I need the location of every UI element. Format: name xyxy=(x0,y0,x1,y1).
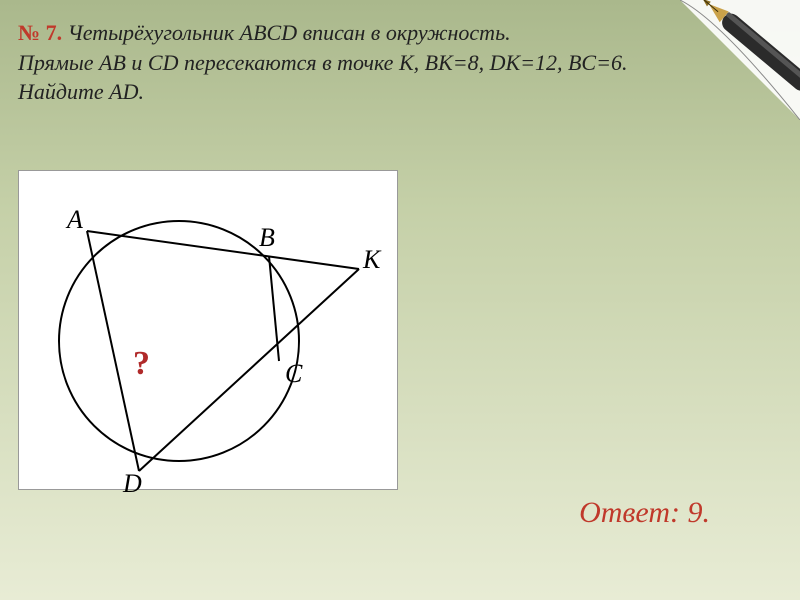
problem-line1: Четырёхугольник ABCD вписан в окружность… xyxy=(68,20,511,45)
segment-AD xyxy=(87,231,139,471)
label-D: D xyxy=(123,469,142,499)
problem-line3: Найдите AD. xyxy=(18,79,144,104)
question-mark: ? xyxy=(133,345,150,383)
answer-label: Ответ: xyxy=(579,496,680,529)
problem-line2: Прямые AB и CD пересекаются в точке K, B… xyxy=(18,50,627,75)
slide: № 7. Четырёхугольник ABCD вписан в окруж… xyxy=(0,0,800,600)
segment-AK xyxy=(87,231,359,269)
label-A: A xyxy=(67,205,83,235)
segment-DK xyxy=(139,269,359,471)
answer: Ответ: 9. xyxy=(579,496,710,530)
label-B: B xyxy=(259,223,275,253)
geometry-figure: A B K C D ? xyxy=(18,170,398,490)
problem-number: № 7. xyxy=(18,20,62,45)
label-K: K xyxy=(363,245,380,275)
problem-text: № 7. Четырёхугольник ABCD вписан в окруж… xyxy=(18,18,758,107)
answer-value: 9. xyxy=(688,496,711,529)
circle xyxy=(59,221,299,461)
label-C: C xyxy=(285,359,302,389)
